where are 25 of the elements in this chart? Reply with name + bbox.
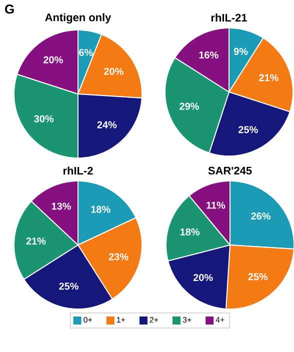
data-label: 16% (199, 51, 218, 58)
data-label: 13% (52, 202, 71, 210)
data-label: 20% (44, 56, 63, 64)
data-label: 20% (193, 274, 213, 282)
data-label: 11% (206, 202, 226, 209)
data-label: 18% (91, 206, 110, 213)
data-label: 23% (108, 253, 128, 260)
data-label: 20% (104, 68, 124, 75)
data-label: 29% (180, 102, 199, 110)
text: G (5, 4, 14, 14)
data-label: 21% (26, 238, 46, 245)
data-label: 9% (234, 48, 248, 55)
data-label: 25% (248, 273, 268, 280)
data-label: 24% (97, 121, 117, 128)
chart-title: rhIL-2 (64, 166, 93, 174)
chart-title: rhIL-21 (211, 14, 247, 22)
data-label: 25% (238, 126, 258, 134)
chart-title: SAR'245 (208, 166, 252, 175)
data-label: 30% (34, 115, 54, 122)
data-label: 26% (251, 212, 270, 220)
data-label: 25% (59, 282, 78, 290)
chart-title: Antigen only (45, 13, 112, 24)
data-label: 6% (79, 48, 93, 56)
data-label: 18% (180, 228, 200, 236)
data-label: 21% (259, 74, 278, 82)
